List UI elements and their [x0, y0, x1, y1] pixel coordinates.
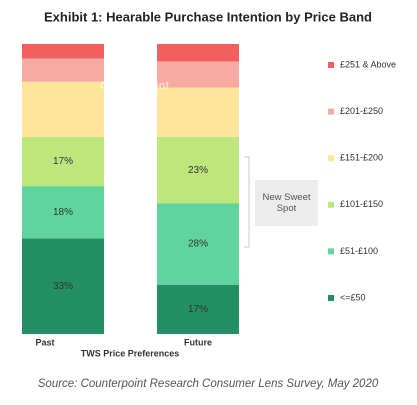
x-axis-title: TWS Price Preferences [81, 348, 180, 358]
bar-segment [157, 284, 239, 334]
data-label: 28% [188, 239, 208, 250]
bar-segment [157, 136, 239, 204]
bar-segment [22, 58, 104, 82]
legend-label: £151-£200 [340, 153, 383, 163]
legend-marker [328, 108, 334, 115]
legend-label: £51-£100 [340, 246, 378, 256]
annotation: New Sweet Spot [262, 192, 311, 214]
data-label: 33% [53, 281, 73, 292]
legend-marker [328, 201, 334, 208]
watermark: Counterpoint [100, 80, 169, 92]
data-label: 18% [53, 207, 73, 218]
annotation-box [255, 180, 318, 226]
annotation-wrap: New Sweet Spot [262, 192, 311, 214]
legend-label: £101-£150 [340, 199, 383, 209]
bracket [244, 156, 250, 248]
bar-segment [22, 81, 104, 137]
legend-marker [328, 295, 334, 301]
legend-marker [328, 155, 334, 162]
bar-segment [157, 61, 239, 88]
bar-segment [22, 44, 104, 59]
bar-segment [157, 203, 239, 285]
x-tick-label: Past [35, 337, 54, 347]
legend-label: £201-£250 [340, 106, 383, 116]
bar-segment [22, 238, 104, 334]
bar-segment [22, 136, 104, 187]
data-label: 23% [188, 165, 208, 176]
legend-label: £251 & Above [340, 59, 396, 69]
data-label: 17% [53, 156, 73, 167]
bar-segment [22, 186, 104, 239]
data-label: 17% [188, 304, 208, 315]
bar-segment [157, 44, 239, 62]
legend-marker [328, 248, 334, 255]
chart-title: Exhibit 1: Hearable Purchase Intention b… [44, 9, 372, 24]
x-tick-label: Future [184, 337, 212, 347]
source: Source: Counterpoint Research Consumer L… [38, 378, 379, 390]
legend-label: <=£50 [340, 292, 366, 302]
legend-marker [328, 62, 334, 68]
bar-segment [157, 87, 239, 137]
